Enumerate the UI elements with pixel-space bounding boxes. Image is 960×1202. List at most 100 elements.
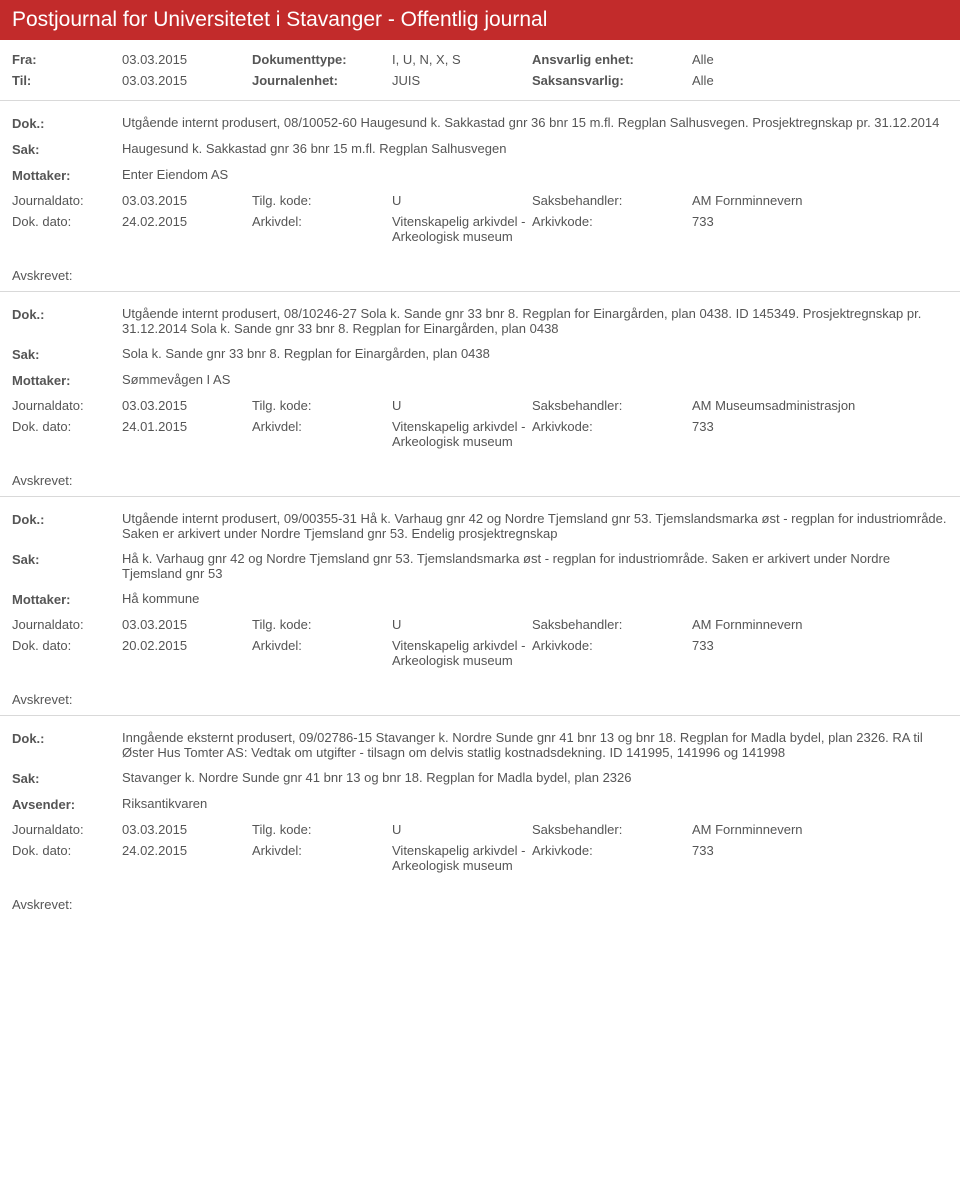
meta-row-1: Journaldato:03.03.2015Tilg. kode:USaksbe… xyxy=(12,617,948,632)
sak-value: Sola k. Sande gnr 33 bnr 8. Regplan for … xyxy=(122,346,948,362)
saksansvarlig-value: Alle xyxy=(692,73,714,88)
dokdato-label: Dok. dato: xyxy=(12,419,122,434)
dok-value: Utgående internt produsert, 08/10246-27 … xyxy=(122,306,948,336)
arkivkode-label: Arkivkode: xyxy=(532,419,692,434)
dokdato-label: Dok. dato: xyxy=(12,214,122,229)
arkivkode-label: Arkivkode: xyxy=(532,638,692,653)
meta-row-2: Dok. dato:20.02.2015Arkivdel:Vitenskapel… xyxy=(12,638,948,668)
sak-row: Sak:Haugesund k. Sakkastad gnr 36 bnr 15… xyxy=(12,141,948,157)
journaldato-value: 03.03.2015 xyxy=(122,617,252,632)
avskrevet-row: Avskrevet: xyxy=(0,684,960,715)
party-row: Avsender:Riksantikvaren xyxy=(12,796,948,812)
sak-label: Sak: xyxy=(12,551,122,581)
journal-entry: Dok.:Utgående internt produsert, 09/0035… xyxy=(0,496,960,684)
arkivdel-label: Arkivdel: xyxy=(252,214,392,229)
fra-label: Fra: xyxy=(12,52,122,67)
dokdato-label: Dok. dato: xyxy=(12,843,122,858)
party-row: Mottaker:Hå kommune xyxy=(12,591,948,607)
sak-value: Hå k. Varhaug gnr 42 og Nordre Tjemsland… xyxy=(122,551,948,581)
tilgkode-label: Tilg. kode: xyxy=(252,398,392,413)
party-row: Mottaker:Enter Eiendom AS xyxy=(12,167,948,183)
party-label: Mottaker: xyxy=(12,372,122,388)
journaldato-label: Journaldato: xyxy=(12,822,122,837)
avskrevet-row: Avskrevet: xyxy=(0,260,960,291)
sak-row: Sak:Stavanger k. Nordre Sunde gnr 41 bnr… xyxy=(12,770,948,786)
saksbehandler-value: AM Museumsadministrasjon xyxy=(692,398,948,413)
ansvarlig-value: Alle xyxy=(692,52,714,67)
tilgkode-value: U xyxy=(392,822,532,837)
dok-row: Dok.:Utgående internt produsert, 08/1024… xyxy=(12,306,948,336)
fra-value: 03.03.2015 xyxy=(122,52,252,67)
til-value: 03.03.2015 xyxy=(122,73,252,88)
saksbehandler-value: AM Fornminnevern xyxy=(692,193,948,208)
journalenhet-value: JUIS xyxy=(392,73,532,88)
arkivdel-label: Arkivdel: xyxy=(252,843,392,858)
journal-entry: Dok.:Utgående internt produsert, 08/1005… xyxy=(0,100,960,260)
journaldato-label: Journaldato: xyxy=(12,193,122,208)
journal-entry: Dok.:Utgående internt produsert, 08/1024… xyxy=(0,291,960,465)
tilgkode-label: Tilg. kode: xyxy=(252,193,392,208)
meta-row-2: Dok. dato:24.01.2015Arkivdel:Vitenskapel… xyxy=(12,419,948,449)
dok-label: Dok.: xyxy=(12,730,122,760)
journal-entry: Dok.:Inngående eksternt produsert, 09/02… xyxy=(0,715,960,889)
tilgkode-value: U xyxy=(392,617,532,632)
arkivkode-value: 733 xyxy=(692,638,948,653)
journalenhet-label: Journalenhet: xyxy=(252,73,392,88)
dok-row: Dok.:Inngående eksternt produsert, 09/02… xyxy=(12,730,948,760)
doktype-label: Dokumenttype: xyxy=(252,52,392,67)
dok-row: Dok.:Utgående internt produsert, 08/1005… xyxy=(12,115,948,131)
avskrevet-row: Avskrevet: xyxy=(0,889,960,920)
tilgkode-value: U xyxy=(392,398,532,413)
journaldato-value: 03.03.2015 xyxy=(122,822,252,837)
til-label: Til: xyxy=(12,73,122,88)
arkivdel-value: Vitenskapelig arkivdel - Arkeologisk mus… xyxy=(392,638,532,668)
sak-row: Sak:Sola k. Sande gnr 33 bnr 8. Regplan … xyxy=(12,346,948,362)
dok-value: Utgående internt produsert, 09/00355-31 … xyxy=(122,511,948,541)
arkivdel-value: Vitenskapelig arkivdel - Arkeologisk mus… xyxy=(392,419,532,449)
tilgkode-label: Tilg. kode: xyxy=(252,822,392,837)
dok-label: Dok.: xyxy=(12,115,122,131)
dokdato-value: 20.02.2015 xyxy=(122,638,252,653)
meta-row-2: Dok. dato:24.02.2015Arkivdel:Vitenskapel… xyxy=(12,843,948,873)
sak-row: Sak:Hå k. Varhaug gnr 42 og Nordre Tjems… xyxy=(12,551,948,581)
arkivdel-value: Vitenskapelig arkivdel - Arkeologisk mus… xyxy=(392,843,532,873)
arkivkode-value: 733 xyxy=(692,843,948,858)
dokdato-label: Dok. dato: xyxy=(12,638,122,653)
arkivkode-label: Arkivkode: xyxy=(532,843,692,858)
saksbehandler-label: Saksbehandler: xyxy=(532,617,692,632)
meta-row-1: Journaldato:03.03.2015Tilg. kode:USaksbe… xyxy=(12,398,948,413)
party-label: Mottaker: xyxy=(12,591,122,607)
sak-label: Sak: xyxy=(12,770,122,786)
page-title: Postjournal for Universitetet i Stavange… xyxy=(12,8,547,31)
filters-row-1: Fra: 03.03.2015 Dokumenttype: I, U, N, X… xyxy=(12,52,948,67)
ansvarlig-label: Ansvarlig enhet: xyxy=(532,52,692,67)
dokdato-value: 24.01.2015 xyxy=(122,419,252,434)
sak-value: Haugesund k. Sakkastad gnr 36 bnr 15 m.f… xyxy=(122,141,948,157)
arkivkode-label: Arkivkode: xyxy=(532,214,692,229)
sak-label: Sak: xyxy=(12,346,122,362)
tilgkode-value: U xyxy=(392,193,532,208)
journaldato-value: 03.03.2015 xyxy=(122,193,252,208)
journaldato-label: Journaldato: xyxy=(12,617,122,632)
dok-label: Dok.: xyxy=(12,306,122,336)
dok-value: Utgående internt produsert, 08/10052-60 … xyxy=(122,115,948,131)
saksbehandler-value: AM Fornminnevern xyxy=(692,617,948,632)
dok-value: Inngående eksternt produsert, 09/02786-1… xyxy=(122,730,948,760)
saksansvarlig-label: Saksansvarlig: xyxy=(532,73,692,88)
filters-block: Fra: 03.03.2015 Dokumenttype: I, U, N, X… xyxy=(0,40,960,100)
arkivdel-value: Vitenskapelig arkivdel - Arkeologisk mus… xyxy=(392,214,532,244)
arkivdel-label: Arkivdel: xyxy=(252,419,392,434)
saksbehandler-label: Saksbehandler: xyxy=(532,822,692,837)
filters-row-2: Til: 03.03.2015 Journalenhet: JUIS Saksa… xyxy=(12,73,948,88)
party-row: Mottaker:Sømmevågen I AS xyxy=(12,372,948,388)
dok-label: Dok.: xyxy=(12,511,122,541)
party-value: Hå kommune xyxy=(122,591,948,607)
arkivkode-value: 733 xyxy=(692,419,948,434)
meta-row-1: Journaldato:03.03.2015Tilg. kode:USaksbe… xyxy=(12,822,948,837)
sak-label: Sak: xyxy=(12,141,122,157)
arkivdel-label: Arkivdel: xyxy=(252,638,392,653)
journaldato-value: 03.03.2015 xyxy=(122,398,252,413)
meta-row-2: Dok. dato:24.02.2015Arkivdel:Vitenskapel… xyxy=(12,214,948,244)
page-header: Postjournal for Universitetet i Stavange… xyxy=(0,0,960,40)
party-label: Mottaker: xyxy=(12,167,122,183)
